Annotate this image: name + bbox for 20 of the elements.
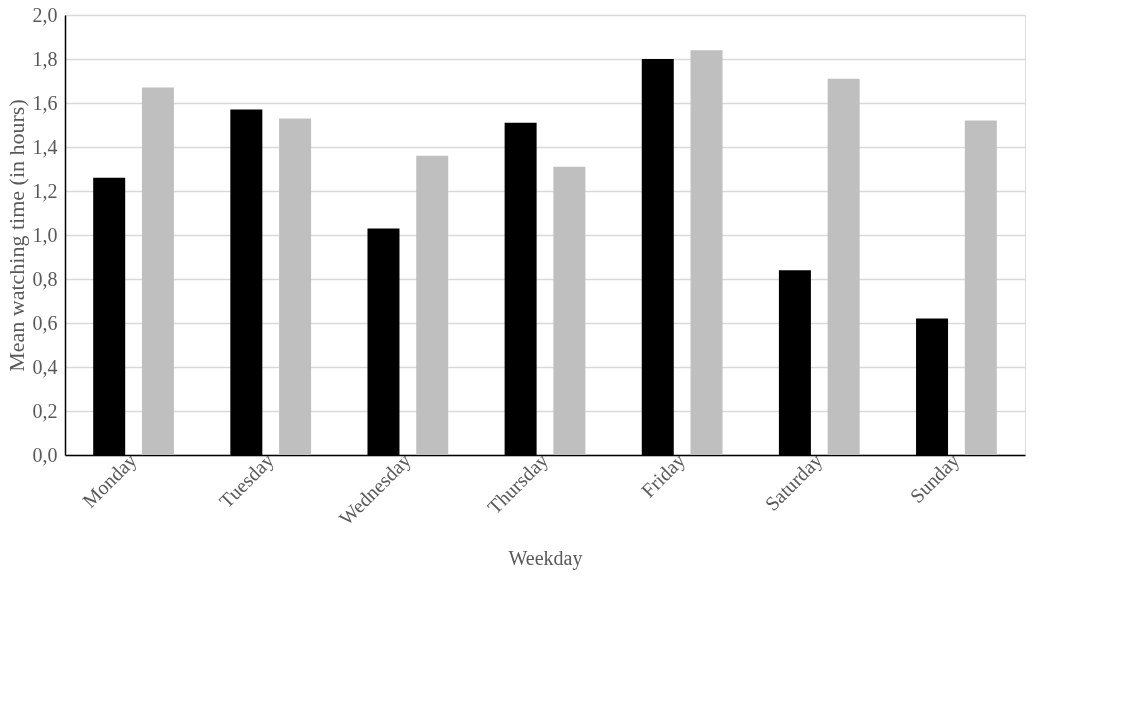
y-tick-label: 0,8 (32, 267, 58, 290)
y-tick-label: 1,8 (32, 47, 58, 70)
y-tick-label: 0,6 (32, 311, 58, 334)
y-axis-title: Mean watching time (in hours) (3, 99, 29, 372)
y-tick-label: 1,2 (32, 179, 58, 202)
y-tick-label: 0,2 (32, 399, 58, 422)
bar (141, 87, 174, 455)
y-tick-label: 0,4 (32, 355, 58, 378)
bar (827, 78, 860, 455)
x-axis-title: Weekday (508, 547, 583, 571)
y-tick-label: 2,0 (32, 3, 58, 26)
y-tick-label: 1,0 (32, 223, 58, 246)
bar (690, 50, 723, 455)
y-tick-label: 1,4 (32, 135, 58, 158)
y-tick-label: 1,6 (32, 91, 58, 114)
bar (964, 120, 997, 455)
y-tick-label: 0,0 (32, 443, 58, 466)
bar (553, 166, 586, 455)
bar (279, 118, 312, 455)
bar (416, 155, 449, 455)
